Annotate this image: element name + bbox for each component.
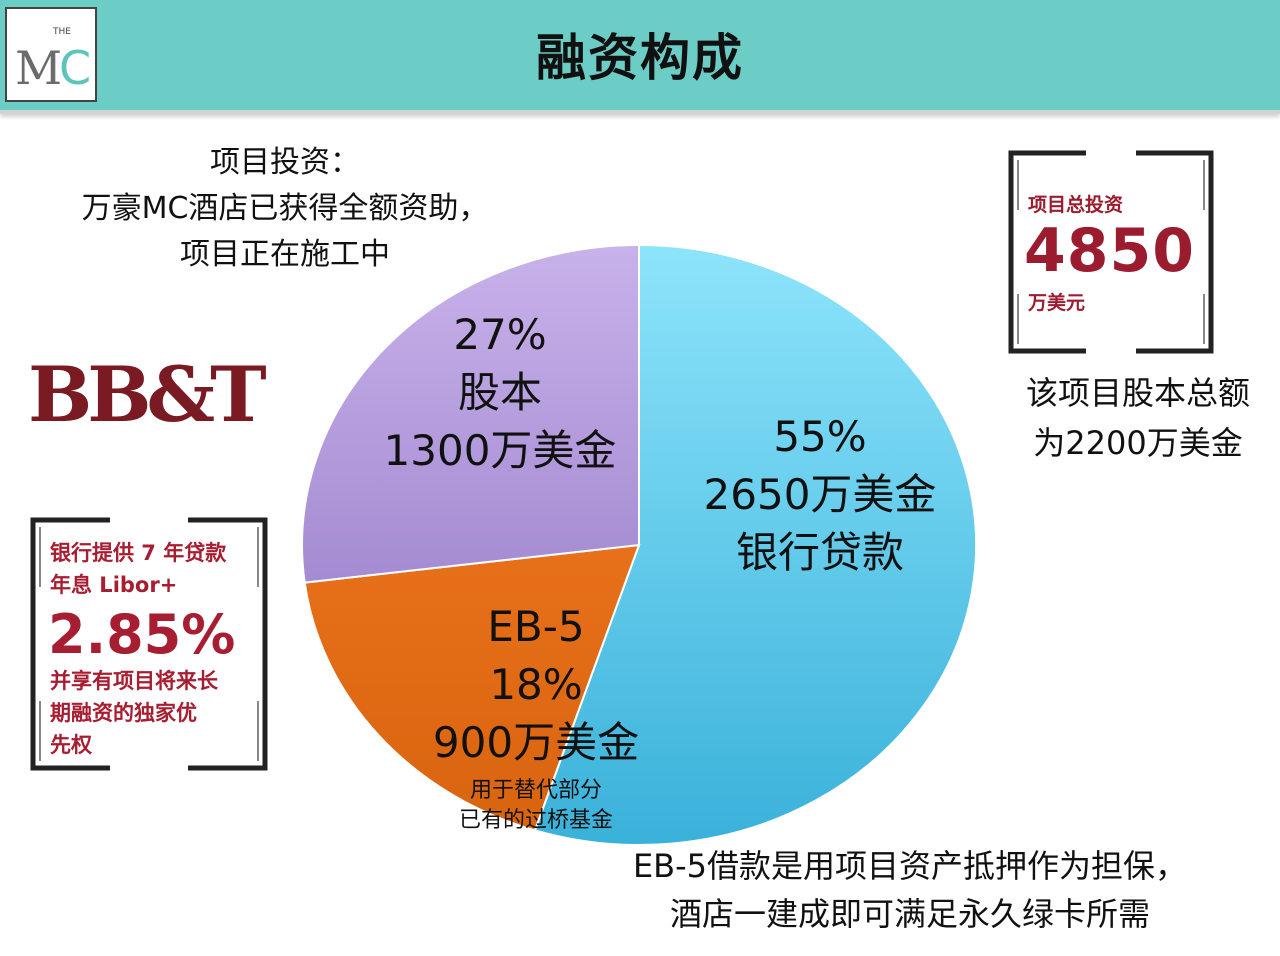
bank-loan-name: 银行贷款: [735, 528, 904, 577]
loan-box-frame: [30, 517, 268, 771]
investment-box-frame: [1008, 150, 1214, 354]
loan-line-2: 年息 Libor+: [50, 573, 178, 597]
project-note-line-1: 项目投资：: [210, 145, 360, 180]
eb5-note-line-1: 用于替代部分: [469, 778, 602, 803]
logo-c-letter: C: [59, 41, 92, 95]
loan-box: 银行提供 7 年贷款 年息 Libor+ 2.85% 并享有项目将来长 期融资的…: [30, 517, 268, 771]
footnote-line-1: EB-5借款是用项目资产抵押作为担保，: [632, 847, 1188, 885]
slice-label-equity: 27% 股本 1300万美金: [350, 306, 650, 480]
pie-slice-eb5: [303, 543, 641, 832]
loan-line-5: 先权: [50, 733, 92, 757]
footnote-line-2: 酒店一建成即可满足永久绿卡所需: [669, 895, 1150, 933]
eb5-note: 用于替代部分 已有的过桥基金: [430, 776, 642, 836]
eb5-amount: 900万美金: [432, 718, 640, 767]
eb5-footnote: EB-5借款是用项目资产抵押作为担保， 酒店一建成即可满足永久绿卡所需: [560, 842, 1260, 938]
pie-slice-equity: [301, 243, 640, 584]
investment-box: 项目总投资 4850 万美元: [1008, 150, 1214, 354]
header-bar: THE M C 融资构成: [0, 0, 1280, 114]
equity-percent: 27%: [453, 310, 547, 359]
pie-slice-bank-loan: [533, 243, 978, 846]
investment-label: 项目总投资: [1028, 194, 1124, 216]
logo-m-letter: M: [15, 41, 63, 95]
slice-label-bank-loan: 55% 2650万美金 银行贷款: [650, 408, 990, 582]
slice-label-eb5: EB-5 18% 900万美金: [400, 598, 672, 772]
equity-note: 该项目股本总额 为2200万美金: [996, 368, 1280, 468]
project-note: 项目投资： 万豪MC酒店已获得全额资助， 项目正在施工中: [0, 140, 570, 278]
page-title: 融资构成: [536, 29, 744, 87]
loan-line-1: 银行提供 7 年贷款: [50, 541, 227, 565]
loan-rate: 2.85%: [48, 603, 236, 666]
equity-note-line-1: 该项目股本总额: [1025, 374, 1250, 412]
loan-line-3: 并享有项目将来长: [50, 669, 218, 693]
project-note-line-2: 万豪MC酒店已获得全额资助，: [81, 191, 489, 226]
bank-loan-percent: 55%: [773, 412, 867, 461]
bbt-logo: BB&T: [28, 350, 267, 439]
eb5-prefix: EB-5: [487, 602, 585, 651]
investment-value: 4850: [1024, 216, 1195, 286]
mc-logo: THE M C: [5, 7, 97, 102]
logo-the-text: THE: [53, 27, 71, 37]
loan-line-4: 期融资的独家优: [50, 701, 197, 725]
investment-unit: 万美元: [1028, 292, 1086, 314]
equity-amount: 1300万美金: [383, 426, 617, 475]
project-note-line-3: 项目正在施工中: [180, 237, 390, 272]
bank-loan-amount: 2650万美金: [703, 470, 937, 519]
equity-name: 股本: [457, 368, 542, 417]
eb5-note-line-2: 已有的过桥基金: [458, 808, 613, 833]
eb5-percent: 18%: [489, 660, 583, 709]
equity-note-line-2: 为2200万美金: [1033, 424, 1243, 462]
